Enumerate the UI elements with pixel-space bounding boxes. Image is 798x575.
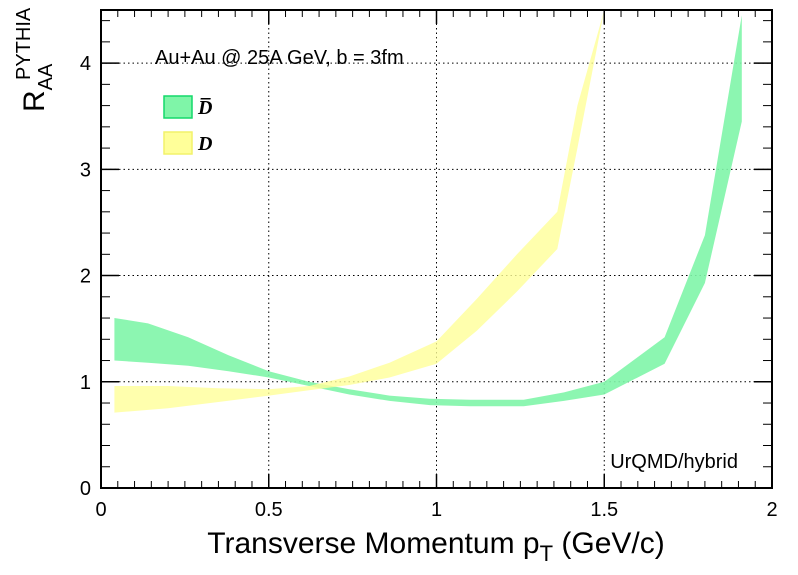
y-tick-label-2: 2	[80, 266, 91, 288]
legend: D̅ D	[163, 95, 212, 155]
axis-ticks	[100, 10, 773, 489]
x-tick-label-1: 0.5	[255, 499, 283, 521]
tick-labels: 0 0.5 1 1.5 2 0 1 2 3 4	[80, 53, 778, 521]
legend-swatch-d	[163, 131, 193, 155]
x-axis-title: Transverse Momentum pT (GeV/c)	[207, 527, 664, 566]
x-tick-label-2: 1	[431, 499, 442, 521]
svg-text:RAA: RAA	[18, 63, 57, 112]
data-bands	[114, 10, 742, 413]
y-axis-title: RAA PYTHIA	[13, 7, 57, 112]
x-tick-label-3: 1.5	[590, 499, 618, 521]
y-tick-label-3: 3	[80, 159, 91, 181]
grid-lines	[101, 10, 772, 488]
x-tick-label-0: 0	[95, 499, 106, 521]
annotation-model: UrQMD/hybrid	[610, 451, 738, 473]
y-tick-label-4: 4	[80, 53, 91, 75]
y-tick-label-0: 0	[80, 478, 91, 500]
annotation-system: Au+Au @ 25A GeV, b = 3fm	[155, 47, 404, 69]
band-series-1	[114, 10, 605, 413]
svg-text:PYTHIA: PYTHIA	[13, 7, 35, 80]
legend-label-d: D	[197, 133, 212, 155]
legend-label-dbar: D̅	[197, 97, 212, 119]
x-tick-label-4: 2	[766, 499, 777, 521]
y-tick-label-1: 1	[80, 372, 91, 394]
legend-swatch-dbar	[163, 95, 193, 119]
